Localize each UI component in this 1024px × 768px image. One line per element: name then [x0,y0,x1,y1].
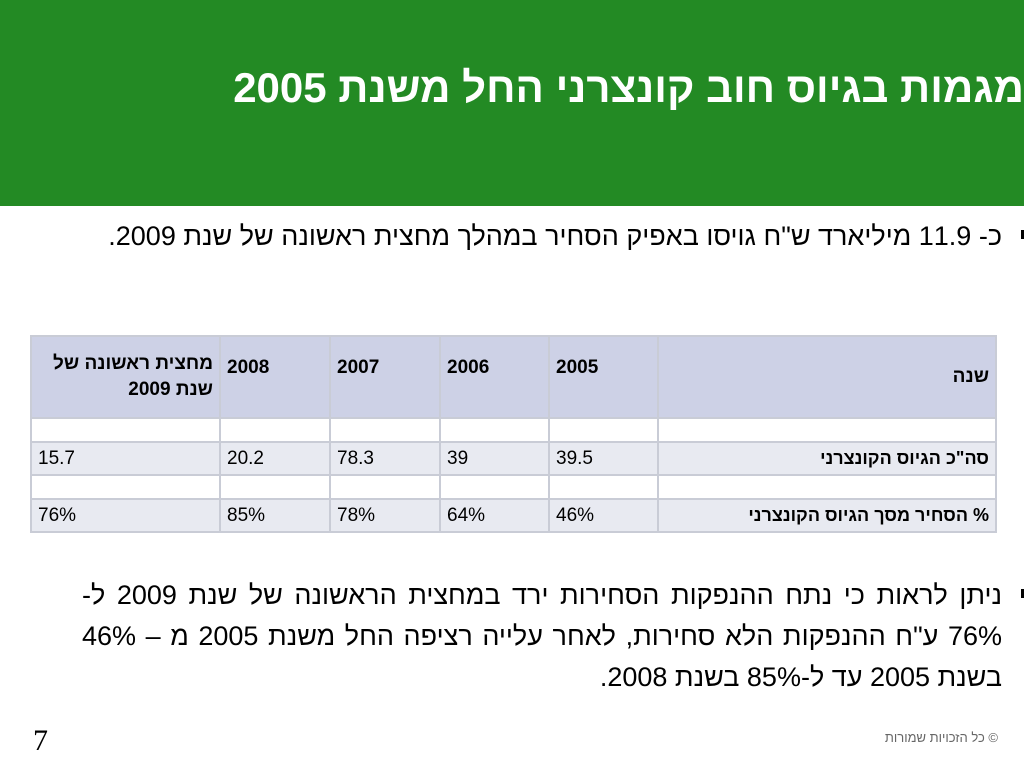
table-cell [548,417,659,443]
page-number: 7 [33,724,48,757]
table-spacer-row [30,474,997,500]
table-cell: 78% [329,498,441,533]
table-cell [657,474,997,500]
bullet-text: ניתן לראות כי נתח ההנפקות הסחירות ירד במ… [82,580,1003,692]
table-cell [329,474,441,500]
table-header-cell: 2006 [439,335,550,419]
table-header-cell: שנה [657,335,997,419]
table-header-cell: 2008 [219,335,331,419]
table-cell: 85% [219,498,331,533]
table-cell: 64% [439,498,550,533]
table-cell: 76% [30,498,221,533]
slide-title: מגמות בגיוס חוב קונצרני החל משנת 2005 [233,64,1024,111]
table-cell: 78.3 [329,441,441,476]
copyright-notice: © כל הזכויות שמורות [884,730,998,745]
bullet-square-icon [1021,589,1024,598]
table-cell [30,474,221,500]
bullet-square-icon [1021,230,1024,239]
bullet-text: כ- 11.9 מיליארד ש"ח גויסו באפיק הסחיר במ… [108,221,1002,251]
table-row: % הסחיר מסך הגיוס הקונצרני 46% 64% 78% 8… [30,498,997,533]
data-table: שנה 2005 2006 2007 2008 מחצית ראשונה של … [30,335,997,533]
table-cell [219,417,331,443]
bullet-item: כ- 11.9 מיליארד ש"ח גויסו באפיק הסחיר במ… [82,216,1024,257]
table-cell [439,417,550,443]
bullet-item: ניתן לראות כי נתח ההנפקות הסחירות ירד במ… [82,575,1024,698]
table-cell: 39 [439,441,550,476]
table-header-cell: 2005 [548,335,659,419]
table-cell [439,474,550,500]
table-cell: 46% [548,498,659,533]
table-header-cell: מחצית ראשונה של שנת 2009 [30,335,221,419]
table-header-row: שנה 2005 2006 2007 2008 מחצית ראשונה של … [30,335,997,419]
table-cell [548,474,659,500]
table-cell [30,417,221,443]
table-row: סה"כ הגיוס הקונצרני 39.5 39 78.3 20.2 15… [30,441,997,476]
table-cell [219,474,331,500]
row-label: % הסחיר מסך הגיוס הקונצרני [657,498,997,533]
table-cell [657,417,997,443]
table-cell: 15.7 [30,441,221,476]
table-cell [329,417,441,443]
title-bar: מגמות בגיוס חוב קונצרני החל משנת 2005 [0,0,1024,206]
table-header-cell: 2007 [329,335,441,419]
table-spacer-row [30,417,997,443]
row-label: סה"כ הגיוס הקונצרני [657,441,997,476]
table-cell: 20.2 [219,441,331,476]
table-cell: 39.5 [548,441,659,476]
